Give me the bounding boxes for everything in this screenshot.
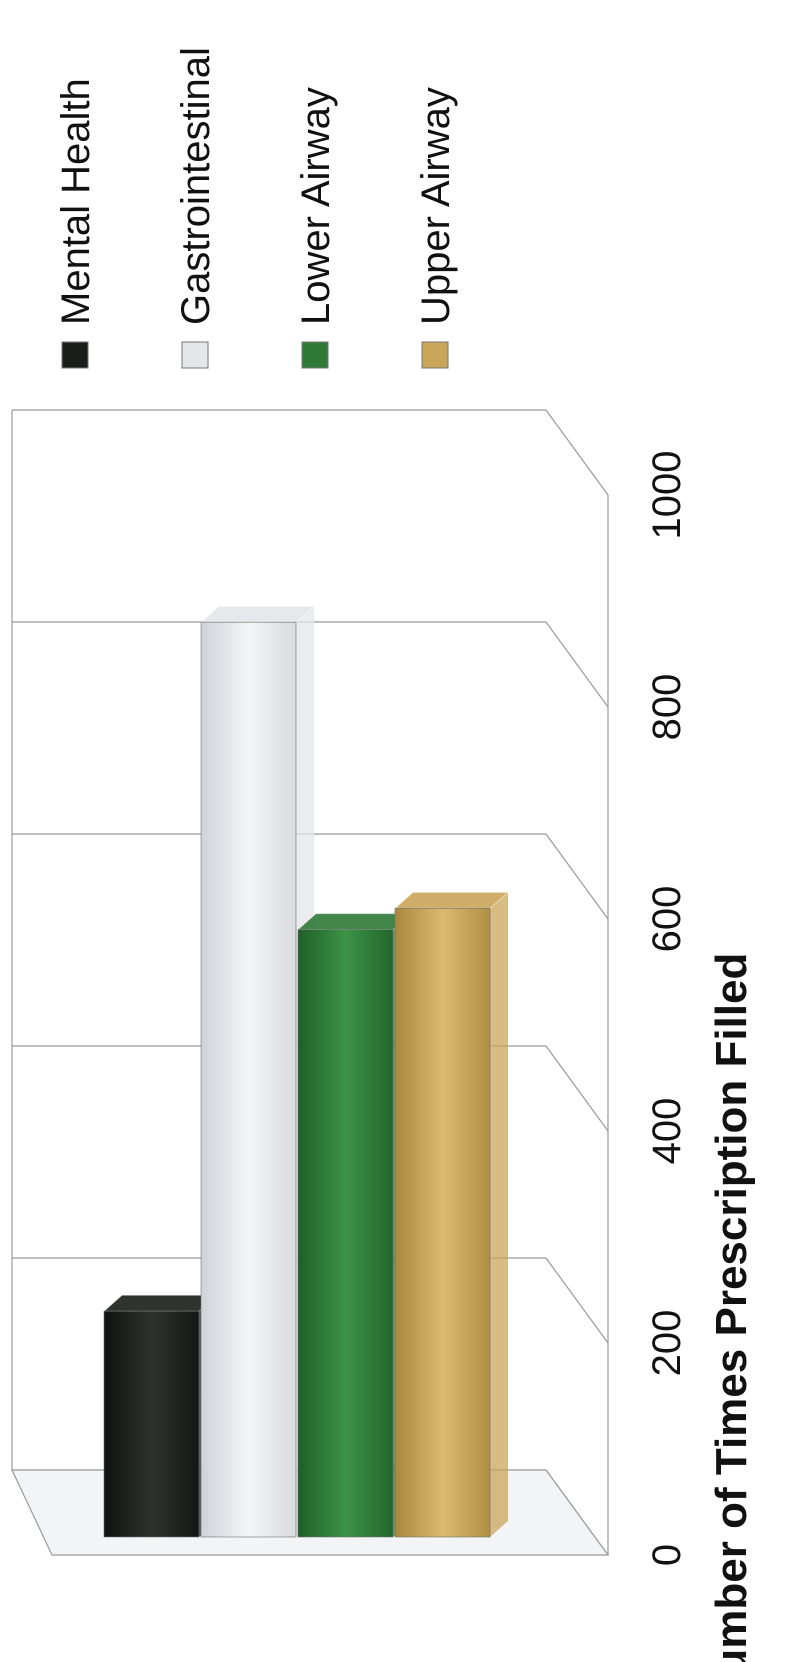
legend-swatch [301, 341, 329, 369]
bar [393, 891, 510, 1538]
legend-swatch [421, 341, 449, 369]
legend-label: Lower Airway [294, 87, 338, 325]
legend-item: Lower Airway [294, 87, 338, 369]
bar-front [200, 621, 297, 1538]
legend-item: Upper Airway [414, 87, 458, 369]
grid-depth-line [545, 409, 609, 496]
legend-item: Mental Health [54, 78, 98, 369]
legend: Mental Health Gastrointestinal Lower Airwa… [54, 47, 458, 369]
grid-depth-line [545, 833, 609, 920]
bar [102, 1294, 219, 1538]
legend-label: Gastrointestinal [174, 47, 218, 325]
bar-front [103, 1310, 200, 1538]
tick-label: 0 [645, 1544, 689, 1566]
grid-depth-line [545, 1045, 609, 1132]
bar-top [102, 1294, 219, 1312]
tick-label: 1000 [645, 451, 689, 540]
bar [199, 605, 316, 1538]
tick-label: 800 [645, 674, 689, 741]
bar-front [297, 929, 394, 1538]
bar [296, 913, 413, 1538]
grid-depth-line [545, 621, 609, 708]
bar-front [394, 908, 491, 1538]
legend-swatch [181, 341, 209, 369]
bar-top [199, 605, 316, 623]
bar-top [393, 891, 510, 909]
tick-label: 200 [645, 1310, 689, 1377]
legend-label: Upper Airway [414, 87, 458, 325]
x-axis-label: Number of Times Prescription Filled [707, 953, 756, 1662]
grid-depth-line [545, 1257, 609, 1344]
legend-item: Gastrointestinal [174, 47, 218, 369]
legend-label: Mental Health [54, 78, 98, 325]
axis-ticks: 0 200 400 600 800 1000 [645, 451, 689, 1567]
tick-label: 600 [645, 886, 689, 953]
tick-label: 400 [645, 1098, 689, 1165]
bars [102, 605, 510, 1538]
legend-swatch [61, 341, 89, 369]
bar-top [296, 913, 413, 931]
bar-side [490, 892, 508, 1537]
